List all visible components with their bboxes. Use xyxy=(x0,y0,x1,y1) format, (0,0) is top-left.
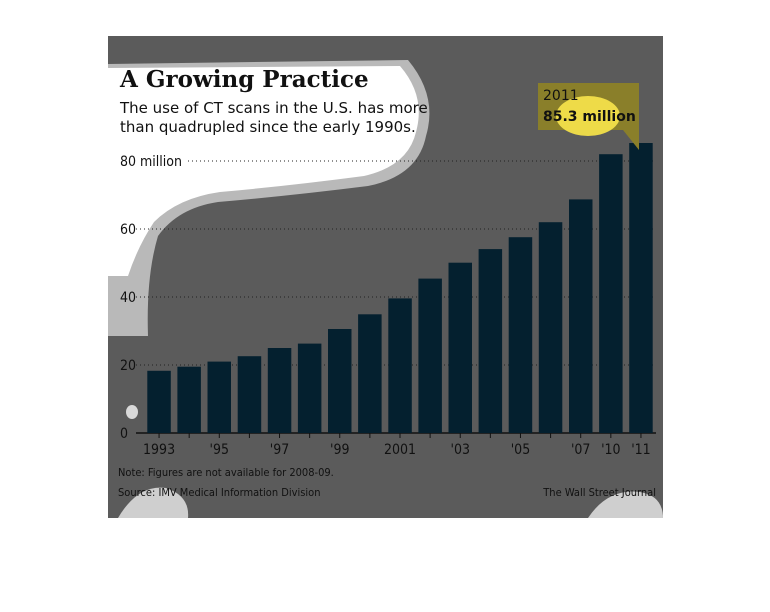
x-tick-label: '95 xyxy=(210,442,229,458)
bar-2005 xyxy=(508,237,533,433)
bar-1999 xyxy=(328,329,352,433)
bar-2000 xyxy=(358,314,382,433)
x-tick-label: '03 xyxy=(450,442,469,458)
x-tick-label: '10 xyxy=(601,442,620,458)
subtitle-line-1: The use of CT scans in the U.S. has more xyxy=(119,99,428,117)
annotation-year: 2011 xyxy=(543,88,579,104)
bar-2006 xyxy=(538,222,563,433)
bar-1995 xyxy=(207,361,231,433)
bar-2011 xyxy=(629,143,653,433)
bar-1998 xyxy=(297,343,322,433)
chart-title: A Growing Practice xyxy=(119,66,369,93)
bar-layer xyxy=(147,143,653,433)
bar-2002 xyxy=(418,278,442,433)
x-tick-label: 2001 xyxy=(384,442,416,458)
bar-1993 xyxy=(147,370,171,433)
annotation-value: 85.3 million xyxy=(543,109,636,125)
y-tick-label: 40 xyxy=(120,290,136,306)
bar-1996 xyxy=(237,356,262,433)
annotation: 2011 85.3 million xyxy=(538,83,639,150)
x-tick-label: '07 xyxy=(571,442,590,458)
x-tick-label: '99 xyxy=(330,442,349,458)
y-tick-label: 80 million xyxy=(120,154,182,170)
x-tick-label: '97 xyxy=(270,442,289,458)
x-tick-label: '05 xyxy=(511,442,530,458)
annotation-pointer xyxy=(623,130,639,150)
x-tick-label: '11 xyxy=(631,442,650,458)
chart-frame: 0 20 40 60 80 million 1993 '95 '97 '99 2001 '03 '0… xyxy=(108,36,663,518)
bar-1994 xyxy=(177,366,201,433)
annotation-glow xyxy=(556,96,620,136)
y-tick-label: 0 xyxy=(120,426,128,442)
chart-credit: The Wall Street Journal xyxy=(542,486,656,499)
bar-2001 xyxy=(388,298,412,433)
x-tick-label: 1993 xyxy=(143,442,175,458)
bar-2004 xyxy=(478,249,503,433)
y-tick-label: 60 xyxy=(120,222,136,238)
bar-2003 xyxy=(448,262,472,433)
subtitle-line-2: than quadrupled since the early 1990s. xyxy=(120,118,416,136)
chart-note: Note: Figures are not available for 2008… xyxy=(118,466,334,479)
glare-overlay xyxy=(108,60,663,518)
bar-2007 xyxy=(569,199,593,433)
bar-1997 xyxy=(267,348,292,433)
chart-source: Source: IMV Medical Information Division xyxy=(118,486,320,499)
chart-svg: 0 20 40 60 80 million 1993 '95 '97 '99 2001 '03 '0… xyxy=(108,36,663,518)
x-tick-layer: 1993 '95 '97 '99 2001 '03 '05 '07 '10 '11 xyxy=(143,433,651,458)
y-tick-label: 20 xyxy=(120,358,136,374)
bar-2010 xyxy=(599,154,623,433)
